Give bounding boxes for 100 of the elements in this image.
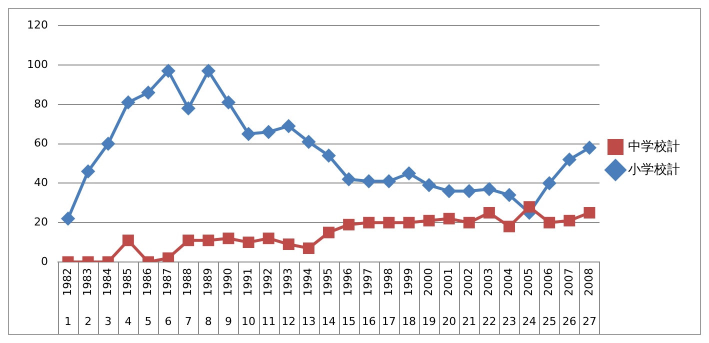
text: 23 [502,314,516,328]
point [564,214,576,226]
point [222,96,235,109]
text: 12 [282,314,296,328]
y-tick-label: 0 [40,254,48,268]
text: 14 [322,314,336,328]
x-tick-label: 1994 [302,268,315,296]
point [482,182,496,196]
point [382,174,396,188]
point [582,141,596,154]
x-tick-label: 2008 [582,268,596,296]
point [542,176,556,190]
text: 11 [262,314,276,328]
point [322,149,336,162]
point [442,184,456,198]
point [142,86,155,100]
x-tick-label: 2004 [502,268,516,296]
point [584,207,596,218]
legend-label: 小学校計 [628,162,680,178]
text: 6 [164,314,172,328]
x-tick-label: 2001 [442,268,455,296]
x-tick-label: 1985 [121,268,134,296]
point [302,135,316,148]
point [463,216,475,228]
x-tick-label: 1982 [60,268,74,296]
point [342,172,356,186]
x-tick-label: 2005 [522,268,536,296]
x-tick-label: 1991 [241,268,254,296]
x-tick-label: 2007 [562,268,576,296]
point [423,214,435,226]
x-tick-label: 2006 [542,268,556,296]
point [462,184,476,198]
point [544,216,556,228]
point [362,174,376,188]
x-tick-label: 1984 [100,268,114,296]
text: 19 [422,314,436,328]
x-tick-label: 1986 [141,268,154,296]
text: 8 [204,314,212,328]
text: 3 [104,314,112,328]
point [502,188,516,202]
point [82,164,95,178]
text: 21 [462,314,476,328]
point [524,201,536,213]
text: 16 [362,314,376,328]
text: 7 [184,314,192,328]
text: 9 [224,314,232,328]
x-tick-label: 2000 [422,268,435,296]
point [422,178,436,192]
text: 25 [542,314,556,328]
point [343,218,355,230]
point [262,125,276,138]
text: 22 [482,314,496,328]
point [443,212,455,224]
point [162,64,175,78]
x-tick-label: 1989 [201,268,214,296]
text: 17 [382,314,396,328]
text: 5 [144,314,152,328]
text: 2 [84,314,92,328]
point [202,64,215,78]
point [363,216,375,228]
point [102,137,115,150]
text: 1 [64,314,72,328]
x-tick-label: 1988 [181,268,194,296]
point [162,252,174,262]
x-tick-label: 1992 [261,268,274,296]
point [282,120,296,133]
point [122,96,135,109]
text: 10 [242,314,256,328]
x-tick-label: 1996 [342,268,355,296]
x-tick-label: 1999 [402,268,415,296]
text: 26 [562,314,576,328]
point [282,238,294,250]
point [402,166,416,180]
text: 13 [302,314,316,328]
point [242,236,254,248]
point [562,153,576,166]
text: 4 [124,314,132,328]
x-tick-label: 2003 [482,268,496,296]
x-tick-label: 1990 [221,268,234,296]
legend-label: 中学校計 [628,139,680,154]
point [262,232,274,244]
x-tick-label: 1983 [80,268,94,296]
x-tick-label: 1987 [161,268,174,296]
y-tick-label: 120 [26,18,48,32]
point [242,127,256,140]
text: 20 [442,314,456,328]
point [383,216,395,228]
point [122,234,134,246]
x-tick-label: 1997 [362,268,375,296]
text: 18 [402,314,416,328]
x-tick-label: 1995 [322,268,335,296]
y-tick-label: 60 [34,136,48,150]
point [62,212,75,226]
point [483,207,495,218]
point [202,234,214,246]
point [182,102,195,115]
point [302,242,314,254]
point [403,216,415,228]
y-tick-label: 40 [34,176,48,190]
point [222,232,234,244]
